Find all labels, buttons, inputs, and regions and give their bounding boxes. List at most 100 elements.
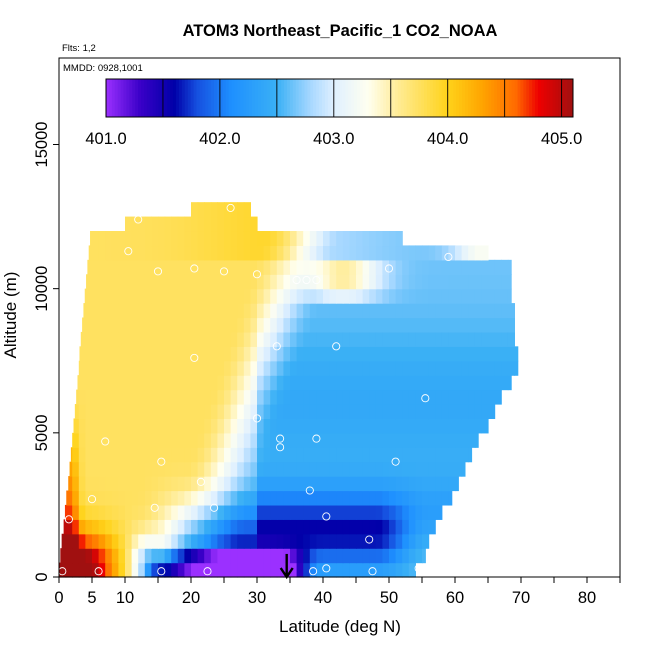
heatmap-cell xyxy=(164,533,172,549)
heatmap-cell xyxy=(455,432,463,448)
colorbar-swatch xyxy=(558,79,562,117)
heatmap-cell xyxy=(356,548,364,564)
heatmap-cell xyxy=(184,288,192,304)
heatmap-cell xyxy=(369,274,377,290)
heatmap-cell xyxy=(395,346,403,362)
heatmap-cell xyxy=(468,331,476,347)
heatmap-cell xyxy=(230,331,238,347)
heatmap-cell xyxy=(422,504,430,520)
heatmap-cell xyxy=(92,519,100,535)
heatmap-cell xyxy=(323,346,331,362)
heatmap-cell xyxy=(501,360,509,376)
heatmap-cell xyxy=(197,360,205,376)
heatmap-cell xyxy=(217,504,225,520)
heatmap-cell xyxy=(144,375,152,391)
heatmap-cell xyxy=(356,389,364,405)
heatmap-cell xyxy=(250,259,258,275)
heatmap-cell xyxy=(428,360,436,376)
heatmap-cell xyxy=(250,274,258,290)
heatmap-cell xyxy=(210,375,218,391)
colorbar-swatch xyxy=(272,79,276,117)
heatmap-cell xyxy=(158,504,166,520)
colorbar-swatch xyxy=(380,79,384,117)
heatmap-cell xyxy=(230,490,238,506)
heatmap-cell xyxy=(263,317,271,333)
heatmap-cell xyxy=(303,331,311,347)
heatmap-cell xyxy=(441,418,449,434)
heatmap-cell xyxy=(415,504,423,520)
heatmap-cell xyxy=(362,317,370,333)
heatmap-cell xyxy=(184,346,192,362)
heatmap-cell xyxy=(428,432,436,448)
heatmap-cell xyxy=(98,245,106,261)
heatmap-cell xyxy=(171,346,179,362)
heatmap-cell xyxy=(461,303,469,319)
heatmap-cell xyxy=(118,259,126,275)
colorbar-swatch xyxy=(246,79,250,117)
heatmap-cell xyxy=(257,389,265,405)
heatmap-cell xyxy=(481,418,489,434)
heatmap-cell xyxy=(158,274,166,290)
heatmap-cell xyxy=(283,418,291,434)
heatmap-cell xyxy=(217,447,225,463)
heatmap-cell xyxy=(362,461,370,477)
heatmap-cell xyxy=(85,461,93,477)
heatmap-cell xyxy=(224,519,232,535)
heatmap-cell xyxy=(197,389,205,405)
heatmap-cell xyxy=(237,548,245,564)
heatmap-cell xyxy=(441,274,449,290)
heatmap-cell xyxy=(435,447,443,463)
heatmap-cell xyxy=(263,360,271,376)
heatmap-cell xyxy=(224,533,232,549)
heatmap-cell xyxy=(243,375,251,391)
heatmap-cell xyxy=(389,476,397,492)
heatmap-cell xyxy=(362,389,370,405)
heatmap-cell xyxy=(356,331,364,347)
heatmap-cell xyxy=(217,389,225,405)
heatmap-cell xyxy=(303,519,311,535)
heatmap-cell xyxy=(184,461,192,477)
heatmap-cell xyxy=(78,504,86,520)
heatmap-cell xyxy=(349,346,357,362)
heatmap-cell xyxy=(237,259,245,275)
y-axis-label: Altitude (m) xyxy=(1,272,20,359)
heatmap-cell xyxy=(125,504,133,520)
heatmap-cell xyxy=(415,303,423,319)
heatmap-cell xyxy=(329,504,337,520)
heatmap-cell xyxy=(356,360,364,376)
heatmap-cell xyxy=(276,389,284,405)
heatmap-cell xyxy=(191,331,199,347)
heatmap-cell xyxy=(428,389,436,405)
heatmap-cell xyxy=(78,447,86,463)
colorbar-swatch xyxy=(535,79,539,117)
heatmap-cell xyxy=(151,389,159,405)
heatmap-cell xyxy=(250,288,258,304)
heatmap-cell xyxy=(151,216,159,232)
heatmap-cell xyxy=(250,346,258,362)
heatmap-cell xyxy=(349,375,357,391)
heatmap-cell xyxy=(336,303,344,319)
heatmap-cell xyxy=(111,231,119,247)
flight-track-point xyxy=(421,394,430,403)
flight-track-point xyxy=(219,267,229,276)
heatmap-cell xyxy=(125,360,133,376)
heatmap-cell xyxy=(204,375,212,391)
heatmap-cell xyxy=(336,490,344,506)
heatmap-cell xyxy=(184,548,192,564)
heatmap-cell xyxy=(184,447,192,463)
heatmap-cell xyxy=(92,245,100,261)
colorbar-swatch xyxy=(286,79,291,117)
flight-track-point xyxy=(150,503,159,512)
heatmap-cell xyxy=(435,418,443,434)
heatmap-cell xyxy=(263,288,271,304)
heatmap-cell xyxy=(224,231,232,247)
heatmap-cell xyxy=(230,389,238,405)
heatmap-cell xyxy=(131,504,139,520)
heatmap-cell xyxy=(72,461,80,477)
heatmap-cell xyxy=(303,360,311,376)
heatmap-cell xyxy=(217,562,225,578)
heatmap-cell xyxy=(177,504,185,520)
heatmap-cell xyxy=(184,389,192,405)
heatmap-cell xyxy=(395,490,403,506)
heatmap-cell xyxy=(217,231,225,247)
